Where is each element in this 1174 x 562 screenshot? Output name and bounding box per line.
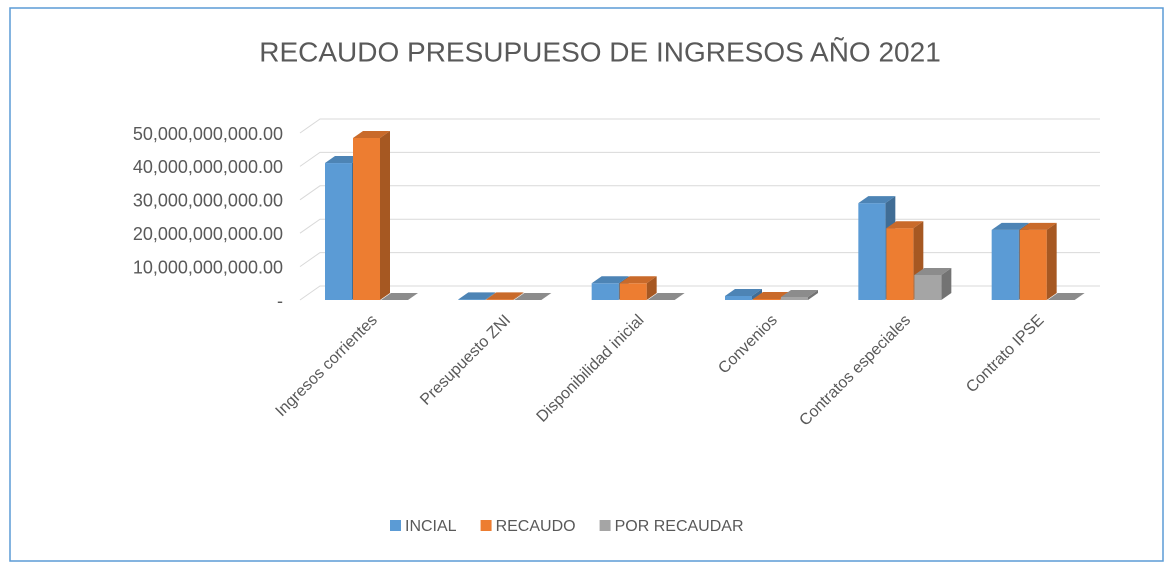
bar-front [591,283,619,300]
bar-side [941,267,952,300]
y-tick-label: 10,000,000,000.00 [133,257,283,277]
legend-swatch [390,520,401,531]
grid-line [299,151,1100,167]
bar [353,131,390,300]
bar-top [1047,293,1085,300]
bar [514,293,552,300]
legend-swatch [599,520,611,531]
bar-front [1019,229,1047,300]
bar [486,292,524,300]
bar [914,267,952,300]
legend-label: INCIAL [405,518,457,535]
bar-top [647,293,685,300]
y-tick-label: 50,000,000,000.00 [133,124,283,144]
bar-front [619,283,647,300]
grid-line [299,218,1100,234]
bar-top [1019,222,1057,230]
y-tick-label: 30,000,000,000.00 [133,191,283,211]
bar-top [325,156,362,164]
grid-line [299,252,1100,268]
bar-front [914,274,942,300]
bar [619,276,657,300]
bar-side [380,131,390,300]
bar-top [886,221,924,229]
bar-front [753,298,780,300]
bar-top [991,222,1029,230]
bar-front [458,299,486,300]
bar-top [353,131,390,139]
chart-frame [9,7,1164,562]
bar-front [886,228,914,300]
bar-front [325,163,352,300]
bar-top [781,289,818,297]
legend-label: RECAUDO [496,518,576,535]
grid-line [299,285,1100,301]
bar-top [381,293,418,300]
grid-line [299,185,1100,201]
bar [458,292,496,300]
bar-front [781,296,808,300]
bar-front [991,229,1019,300]
chart-title: RECAUDO PRESUPUESO DE INGRESOS AÑO 2021 [259,36,941,67]
bar-side [485,292,496,300]
bar-top [753,291,790,299]
bar-front [725,295,752,300]
bar-top [486,292,524,300]
bar-top [458,292,496,300]
y-tick-label: 40,000,000,000.00 [133,157,283,177]
bar-top [914,267,952,275]
bar-top [619,276,657,284]
bar-side [1046,222,1057,300]
legend-swatch [480,520,492,531]
bar [1047,293,1085,300]
bar [781,289,818,300]
bar-side [513,292,524,300]
bar-side [646,276,657,300]
bar [725,288,762,300]
bar-side [752,288,762,300]
bar-side [808,289,818,300]
legend-label: POR RECAUDAR [615,518,744,535]
bar [381,293,418,300]
bar-top [591,276,629,284]
y-tick-label: - [277,291,283,311]
bar-front [858,203,886,300]
bar-top [725,288,762,296]
bar-top [858,196,896,204]
bar-front [353,138,380,300]
bar-top [514,293,552,300]
bar [1019,222,1057,300]
grid-line [299,118,1100,134]
y-tick-label: 20,000,000,000.00 [133,224,283,244]
bar-front [486,299,514,300]
bar [647,293,685,300]
